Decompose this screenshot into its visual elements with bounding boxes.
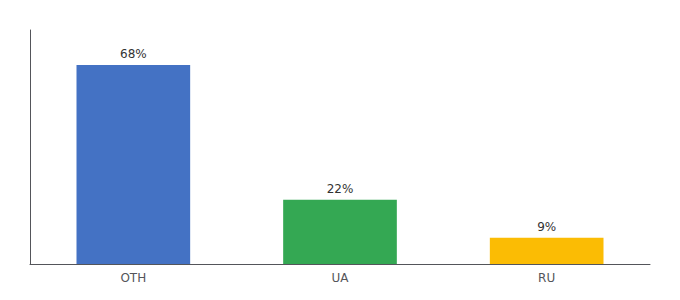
svg-text:68%: 68% xyxy=(120,47,147,61)
svg-text:OTH: OTH xyxy=(120,271,146,285)
svg-text:22%: 22% xyxy=(327,182,354,196)
svg-text:9%: 9% xyxy=(537,220,556,234)
svg-text:RU: RU xyxy=(538,271,555,285)
svg-text:UA: UA xyxy=(332,271,350,285)
